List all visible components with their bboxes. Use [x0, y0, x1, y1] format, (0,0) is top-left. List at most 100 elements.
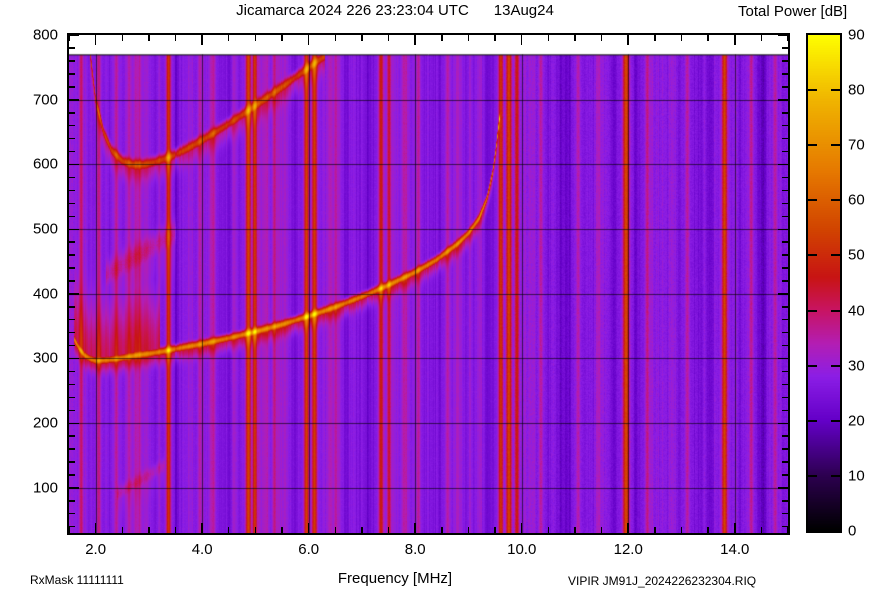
y-minor-tick — [69, 344, 75, 347]
x-tick-label: 12.0 — [613, 541, 643, 558]
y-minor-tick — [782, 112, 788, 114]
colorbar-tick-label: 40 — [848, 302, 865, 320]
y-minor-tick — [69, 448, 75, 450]
x-minor-tick — [547, 35, 550, 41]
y-minor-tick — [69, 254, 75, 256]
y-tick-label: 200 — [32, 414, 58, 432]
y-minor-tick — [782, 500, 788, 502]
y-minor-tick — [69, 241, 75, 243]
y-minor-tick — [782, 370, 788, 373]
y-minor-tick — [782, 86, 788, 88]
y-minor-tick — [782, 267, 788, 269]
x-minor-tick — [441, 35, 443, 41]
y-minor-tick — [782, 474, 788, 476]
y-minor-tick — [69, 267, 75, 269]
y-minor-tick — [69, 280, 75, 282]
x-minor-tick — [494, 35, 496, 41]
y-minor-tick — [782, 215, 788, 217]
source-file-label: VIPIR JM91J_2024226232304.RIQ — [568, 574, 757, 588]
x-minor-tick — [174, 527, 177, 533]
y-major-tick — [69, 293, 79, 295]
y-major-tick — [778, 34, 788, 37]
colorbar-tick-label: 90 — [848, 26, 865, 44]
colorbar-tick-mark — [808, 309, 817, 312]
colorbar-tick-label: 30 — [848, 357, 865, 375]
y-minor-tick — [69, 396, 75, 399]
y-minor-tick — [69, 60, 75, 62]
x-minor-tick — [707, 527, 709, 533]
y-minor-tick — [69, 461, 75, 463]
y-minor-tick — [69, 435, 75, 437]
y-minor-tick — [782, 461, 788, 463]
y-major-tick — [778, 487, 788, 489]
y-minor-tick — [782, 513, 788, 515]
x-major-tick — [307, 35, 310, 45]
x-minor-tick — [68, 527, 70, 533]
colorbar-tick-mark — [808, 199, 817, 202]
x-major-tick — [201, 35, 203, 45]
y-minor-tick — [69, 474, 75, 476]
y-minor-tick — [782, 150, 788, 153]
colorbar-tick-mark — [831, 364, 840, 367]
y-minor-tick — [782, 176, 788, 179]
y-major-tick — [778, 357, 788, 360]
colorbar-tick-mark — [831, 254, 840, 257]
colorbar-title: Total Power [dB] — [738, 3, 848, 20]
x-tick-label: 2.0 — [85, 541, 107, 558]
y-minor-tick — [782, 526, 788, 528]
x-minor-tick — [654, 35, 656, 41]
colorbar-tick-mark — [831, 199, 840, 202]
colorbar-tick-label: 50 — [848, 246, 865, 264]
x-major-tick — [94, 35, 97, 45]
y-minor-tick — [69, 500, 75, 502]
y-minor-tick — [782, 306, 788, 308]
x-minor-tick — [148, 35, 150, 41]
y-major-tick — [69, 228, 79, 231]
x-minor-tick — [600, 527, 603, 533]
x-minor-tick — [281, 35, 283, 41]
x-minor-tick — [228, 35, 230, 41]
x-minor-tick — [760, 527, 763, 533]
colorbar-tick-label: 80 — [848, 81, 865, 99]
x-minor-tick — [494, 527, 496, 533]
y-major-tick — [69, 422, 79, 425]
y-tick-label: 300 — [32, 349, 58, 367]
x-minor-tick — [254, 35, 257, 41]
colorbar[interactable] — [806, 33, 842, 533]
y-minor-tick — [69, 73, 75, 75]
colorbar-tick-mark — [831, 309, 840, 312]
y-minor-tick — [69, 513, 75, 515]
y-minor-tick — [782, 396, 788, 399]
colorbar-tick-label: 60 — [848, 191, 865, 209]
x-minor-tick — [760, 35, 763, 41]
y-major-tick — [69, 163, 79, 166]
colorbar-tick-label: 20 — [848, 412, 865, 430]
colorbar-tick-mark — [831, 89, 840, 92]
x-axis-title: Frequency [MHz] — [337, 570, 453, 587]
y-tick-label: 500 — [32, 220, 58, 238]
y-minor-tick — [69, 86, 75, 88]
colorbar-tick-label: 10 — [848, 467, 865, 485]
ionogram-plot-area[interactable] — [67, 33, 790, 535]
y-minor-tick — [782, 60, 788, 62]
ionogram-canvas-wrap — [69, 35, 788, 533]
y-major-tick — [69, 99, 79, 101]
colorbar-tick-mark — [831, 419, 840, 422]
colorbar-tick-mark — [831, 144, 840, 147]
y-minor-tick — [69, 137, 75, 140]
y-minor-tick — [69, 202, 75, 205]
y-tick-label: 100 — [32, 479, 58, 497]
y-major-tick — [69, 34, 79, 37]
colorbar-tick-mark — [808, 89, 817, 92]
y-minor-tick — [69, 125, 75, 127]
y-major-tick — [778, 99, 788, 101]
x-minor-tick — [467, 35, 470, 41]
x-major-tick — [520, 523, 523, 533]
y-tick-label: 400 — [32, 285, 58, 303]
y-minor-tick — [782, 47, 788, 49]
y-major-tick — [778, 163, 788, 166]
colorbar-tick-mark — [808, 474, 817, 477]
y-minor-tick — [69, 215, 75, 217]
ionogram-heatmap-canvas[interactable] — [69, 35, 788, 533]
